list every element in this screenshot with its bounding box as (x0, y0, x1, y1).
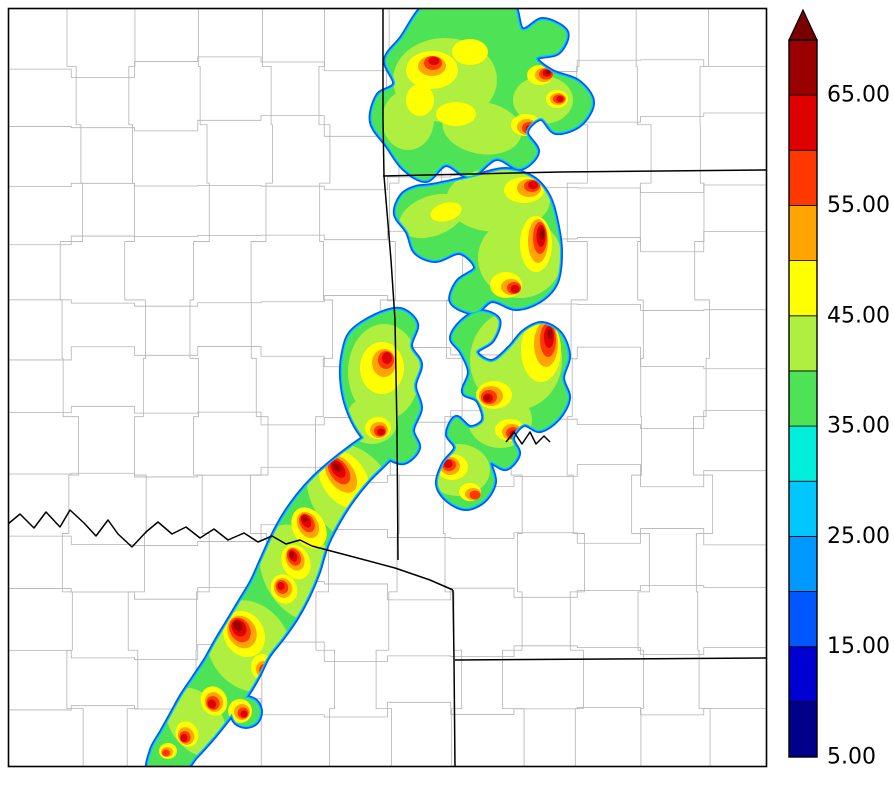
colorbar-segment (788, 591, 818, 648)
colorbar-tick-label: 25.00 (827, 524, 890, 549)
colorbar-segment (788, 94, 818, 151)
county-line (315, 8, 335, 767)
state-border-line (382, 8, 385, 177)
colorbar: 65.00 55.00 45.00 35.00 25.00 15.00 5.00 (788, 8, 890, 770)
colorbar-segment (788, 535, 818, 592)
colorbar-segment (788, 370, 818, 427)
colorbar-tick-label: 45.00 (827, 303, 890, 328)
colorbar-segment (788, 425, 818, 482)
county-line (631, 8, 652, 767)
storm-cell-60 (377, 428, 385, 436)
county-line (8, 641, 767, 662)
storm-cell-60 (510, 285, 520, 293)
storm-cell-60 (443, 460, 453, 468)
county-line (8, 581, 767, 601)
storm-cell-55 (469, 490, 481, 500)
colorbar-segment (788, 39, 818, 96)
county-line (8, 175, 767, 194)
storm-cells (159, 38, 573, 759)
state-border-lines (8, 8, 767, 767)
state-border-line (452, 589, 456, 767)
colorbar-segment (788, 205, 818, 262)
storm-cell-65 (545, 70, 551, 74)
state-border-line (454, 657, 767, 661)
county-boundary-lines (8, 8, 767, 767)
colorbar-tick-label: 55.00 (827, 193, 890, 218)
map-frame (7, 7, 768, 768)
colorbar-tick-labels: 65.00 55.00 45.00 35.00 25.00 15.00 5.00 (827, 83, 890, 770)
colorbar-overflow-arrow (788, 8, 818, 41)
river-line (505, 431, 551, 445)
storm-cell-60 (240, 710, 248, 718)
storm-cell-60 (382, 352, 392, 364)
storm-cell-45 (430, 202, 462, 222)
county-line (8, 290, 767, 311)
state-border-line (383, 175, 399, 561)
colorbar-segment (788, 260, 818, 317)
state-border-line (382, 169, 767, 177)
colorbar-segment (788, 701, 818, 758)
county-line (8, 698, 767, 718)
storm-cell-60 (277, 582, 285, 590)
storm-cell-65 (233, 620, 243, 632)
storm-cell-60 (180, 734, 188, 742)
county-line (59, 8, 84, 767)
county-line (8, 230, 767, 253)
colorbar-segment (788, 315, 818, 372)
colorbar-tick-label: 35.00 (827, 414, 890, 439)
county-line (693, 8, 714, 767)
colorbar-tick-label: 65.00 (827, 83, 890, 108)
colorbar-segment (788, 149, 818, 206)
storm-cell-65 (547, 329, 553, 339)
storm-cell-45 (452, 39, 488, 65)
county-line (124, 8, 147, 767)
storm-cell-55 (162, 749, 170, 757)
colorbar-segment (788, 480, 818, 537)
storm-cell-65 (484, 396, 490, 400)
river-line (8, 509, 313, 548)
storm-cell-45 (436, 102, 476, 126)
reflectivity-field (144, 8, 595, 767)
storm-cell-65 (539, 228, 545, 240)
colorbar-tick-label: 15.00 (827, 634, 890, 659)
storm-cell-60 (528, 181, 538, 189)
county-line (185, 8, 210, 767)
state-border-line (311, 545, 454, 591)
storm-cell-40 (513, 76, 573, 124)
storm-cell-60 (428, 57, 440, 65)
colorbar-tick-label: 5.00 (827, 745, 876, 770)
storm-cell-45 (406, 84, 434, 116)
storm-cell-60 (556, 96, 564, 102)
colorbar-frame (788, 39, 818, 758)
storm-cell-65 (333, 462, 341, 472)
storm-cell-65 (290, 552, 294, 558)
county-line (566, 8, 588, 767)
county-line (8, 464, 767, 488)
colorbar-segments (788, 39, 818, 758)
colorbar-segment (788, 646, 818, 703)
storm-cell-60 (207, 699, 217, 709)
storm-cell-65 (302, 516, 308, 522)
